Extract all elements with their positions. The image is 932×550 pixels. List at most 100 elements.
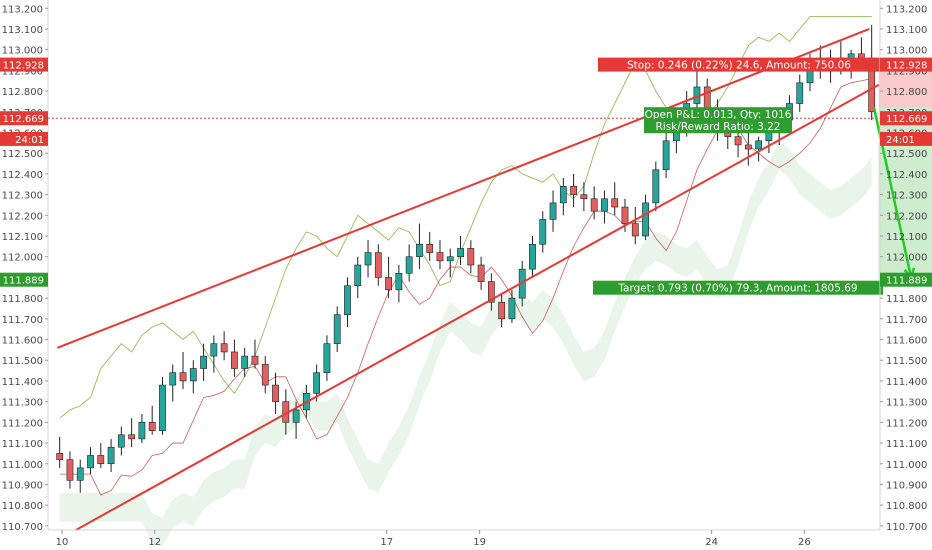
y-tick-label-left: 113.100 bbox=[2, 25, 43, 36]
stop-label-text: Stop: 0.246 (0.22%) 24.6, Amount: 750.06 bbox=[627, 60, 851, 72]
candle-body bbox=[231, 351, 238, 369]
candle-body bbox=[416, 243, 423, 258]
y-tick-label-right: 111.300 bbox=[886, 398, 927, 409]
right-countdown-tag-box bbox=[880, 131, 932, 146]
y-tick-label-right: 112.300 bbox=[886, 191, 927, 202]
candle-body bbox=[251, 355, 259, 365]
right-countdown-tag-text: 24:01 bbox=[886, 135, 915, 146]
candle-body bbox=[395, 272, 403, 291]
candle-body bbox=[796, 82, 804, 104]
candle-body bbox=[570, 186, 577, 195]
left-stop-tag-text: 112.928 bbox=[3, 61, 44, 72]
left-stop-tag-box bbox=[0, 57, 48, 72]
y-tick-label-left: 111.800 bbox=[2, 294, 43, 305]
candle-body bbox=[549, 202, 557, 220]
candle-body bbox=[446, 256, 454, 262]
left-current-tag-text: 112.669 bbox=[3, 114, 44, 125]
candle-body bbox=[107, 446, 115, 465]
candle-body bbox=[56, 453, 64, 460]
candle-body bbox=[426, 243, 434, 253]
candle-body bbox=[159, 384, 166, 431]
candle-body bbox=[858, 53, 865, 59]
candle-body bbox=[621, 206, 629, 224]
y-tick-label-right: 111.800 bbox=[886, 294, 927, 305]
y-tick-label-left: 112.500 bbox=[2, 149, 43, 160]
candle-body bbox=[261, 364, 269, 386]
wedge-lower-line bbox=[75, 84, 880, 531]
candle-body bbox=[405, 256, 413, 274]
candle-body bbox=[734, 136, 742, 146]
target-label: Target: 0.793 (0.70%) 79.3, Amount: 1805… bbox=[593, 280, 883, 295]
right-target-tag-box bbox=[880, 272, 932, 287]
candle-body bbox=[631, 223, 639, 237]
y-tick-label-right: 111.500 bbox=[886, 356, 927, 367]
x-tick-label: 10 bbox=[56, 537, 69, 548]
candle-body bbox=[220, 343, 228, 353]
candle-body bbox=[744, 144, 752, 150]
candle-body bbox=[539, 219, 547, 245]
candle-body bbox=[333, 314, 341, 344]
candle-body bbox=[652, 169, 660, 204]
y-tick-label-right: 111.400 bbox=[886, 377, 927, 388]
x-tick-label: 26 bbox=[798, 537, 811, 548]
y-tick-label-left: 113.200 bbox=[2, 4, 43, 15]
rr-label-text: Risk/Reward Ratio: 3.22 bbox=[656, 121, 781, 133]
right-stop-tag-box bbox=[880, 57, 932, 72]
y-tick-label-left: 111.200 bbox=[2, 418, 43, 429]
candle-body bbox=[128, 434, 136, 440]
pnl-label-box bbox=[644, 107, 792, 122]
y-tick-label-right: 111.000 bbox=[886, 460, 927, 471]
y-tick-label-right: 112.800 bbox=[886, 87, 927, 98]
candle-body bbox=[87, 455, 94, 469]
y-tick-label-left: 111.300 bbox=[2, 398, 43, 409]
candle-body bbox=[179, 372, 187, 382]
candle-body bbox=[457, 248, 464, 258]
y-tick-label-right: 112.900 bbox=[886, 66, 927, 77]
candle-body bbox=[487, 281, 495, 303]
y-tick-label-left: 113.000 bbox=[2, 46, 43, 57]
candle-body bbox=[559, 186, 567, 204]
candle-body bbox=[76, 467, 84, 481]
y-tick-label-right: 113.000 bbox=[886, 46, 927, 57]
ichimoku-cloud bbox=[59, 140, 872, 547]
left-target-tag-text: 111.889 bbox=[3, 276, 44, 287]
x-tick-label: 19 bbox=[473, 537, 486, 548]
candle-body bbox=[97, 455, 105, 465]
y-tick-label-right: 111.600 bbox=[886, 336, 927, 347]
y-tick-label-left: 110.700 bbox=[2, 522, 43, 533]
candle-body bbox=[272, 384, 279, 402]
position-labels: Stop: 0.246 (0.22%) 24.6, Amount: 750.06… bbox=[593, 57, 883, 295]
stop-zone bbox=[878, 64, 932, 108]
candle-body bbox=[169, 372, 177, 386]
y-tick-label-left: 111.500 bbox=[2, 356, 43, 367]
y-tick-label-right: 111.200 bbox=[886, 418, 927, 429]
candle-body bbox=[344, 285, 351, 315]
candle-body bbox=[755, 140, 763, 150]
candle-body bbox=[364, 252, 372, 266]
stop-label-box bbox=[598, 57, 880, 72]
y-tick-label-left: 112.400 bbox=[2, 170, 43, 181]
candle-body bbox=[354, 264, 362, 287]
y-tick-label-right: 112.100 bbox=[886, 232, 927, 243]
candle-body bbox=[477, 264, 485, 282]
rr-label-box bbox=[644, 119, 792, 134]
right-current-tag-text: 112.669 bbox=[886, 114, 927, 125]
wedge-upper-line bbox=[56, 28, 870, 349]
right-target-tag-text: 111.889 bbox=[886, 276, 927, 287]
y-tick-label-left: 112.900 bbox=[2, 66, 43, 77]
right-current-tag-box bbox=[880, 111, 932, 126]
candle-body bbox=[611, 198, 619, 208]
y-tick-label-left: 112.200 bbox=[2, 211, 43, 222]
y-tick-label-left: 112.800 bbox=[2, 87, 43, 98]
candle-body bbox=[662, 140, 670, 171]
right-stop-tag-text: 112.928 bbox=[886, 61, 927, 72]
candle-body bbox=[601, 198, 608, 212]
candle-body bbox=[498, 301, 506, 320]
x-tick-label: 17 bbox=[380, 537, 393, 548]
rr-label: Risk/Reward Ratio: 3.22 bbox=[644, 119, 792, 134]
x-tick-label: 24 bbox=[705, 537, 718, 548]
y-tick-label-right: 112.000 bbox=[886, 253, 927, 264]
